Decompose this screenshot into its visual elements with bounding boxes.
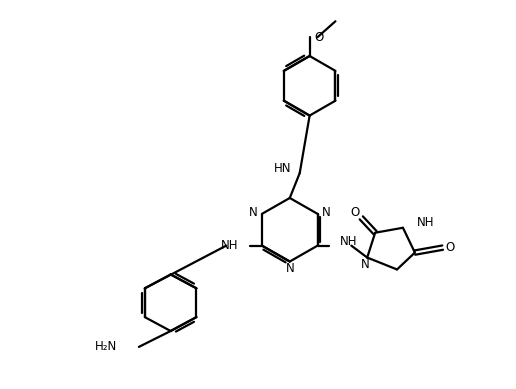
Text: N: N [322,207,331,219]
Text: N: N [285,262,294,275]
Text: HN: HN [275,162,292,175]
Text: NH: NH [221,239,238,252]
Text: O: O [315,31,324,44]
Text: O: O [351,207,360,219]
Text: N: N [249,207,257,219]
Text: NH: NH [340,235,357,248]
Text: O: O [445,241,454,254]
Text: N: N [361,258,369,271]
Text: NH: NH [417,216,434,229]
Text: H₂N: H₂N [95,340,117,353]
